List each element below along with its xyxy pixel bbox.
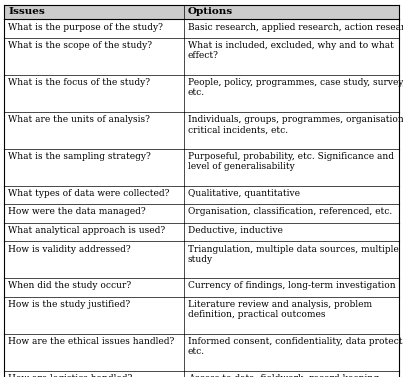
Bar <box>4 241 399 278</box>
Text: What types of data were collected?: What types of data were collected? <box>8 189 169 198</box>
Text: Currency of findings, long-term investigation: Currency of findings, long-term investig… <box>188 282 395 291</box>
Bar <box>4 5 184 19</box>
Text: How is validity addressed?: How is validity addressed? <box>8 245 131 253</box>
Bar <box>184 5 399 19</box>
Bar <box>4 37 399 75</box>
Text: Organisation, classification, referenced, etc.: Organisation, classification, referenced… <box>188 207 392 216</box>
Bar <box>4 334 399 371</box>
Bar <box>4 204 399 222</box>
Text: Options: Options <box>188 8 233 17</box>
Text: Literature review and analysis, problem
definition, practical outcomes: Literature review and analysis, problem … <box>188 300 372 319</box>
Text: Purposeful, probability, etc. Significance and
level of generalisability: Purposeful, probability, etc. Significan… <box>188 152 394 172</box>
Text: How is the study justified?: How is the study justified? <box>8 300 130 309</box>
Text: How were the data managed?: How were the data managed? <box>8 207 145 216</box>
Text: When did the study occur?: When did the study occur? <box>8 282 131 291</box>
Bar <box>4 19 399 37</box>
Bar <box>4 112 399 149</box>
Bar <box>4 185 399 204</box>
Text: What is the scope of the study?: What is the scope of the study? <box>8 41 152 50</box>
Text: What analytical approach is used?: What analytical approach is used? <box>8 226 165 235</box>
Bar <box>4 371 399 377</box>
Text: What is the focus of the study?: What is the focus of the study? <box>8 78 150 87</box>
Text: Individuals, groups, programmes, organisations,
critical incidents, etc.: Individuals, groups, programmes, organis… <box>188 115 403 134</box>
Text: What is the purpose of the study?: What is the purpose of the study? <box>8 23 163 32</box>
Text: Qualitative, quantitative: Qualitative, quantitative <box>188 189 300 198</box>
Bar <box>4 296 399 334</box>
Text: Access to data, fieldwork, record-keeping: Access to data, fieldwork, record-keepin… <box>188 374 379 377</box>
Bar <box>4 75 399 112</box>
Text: What are the units of analysis?: What are the units of analysis? <box>8 115 150 124</box>
Text: People, policy, programmes, case study, survey,
etc.: People, policy, programmes, case study, … <box>188 78 403 97</box>
Text: How are logistics handled?: How are logistics handled? <box>8 374 132 377</box>
Bar <box>4 278 399 296</box>
Text: How are the ethical issues handled?: How are the ethical issues handled? <box>8 337 174 346</box>
Bar <box>4 149 399 185</box>
Text: Issues: Issues <box>8 8 45 17</box>
Text: What is the sampling strategy?: What is the sampling strategy? <box>8 152 151 161</box>
Text: Triangulation, multiple data sources, multiple
study: Triangulation, multiple data sources, mu… <box>188 245 399 264</box>
Text: Basic research, applied research, action research: Basic research, applied research, action… <box>188 23 403 32</box>
Text: What is included, excluded, why and to what
effect?: What is included, excluded, why and to w… <box>188 41 394 60</box>
Text: Informed consent, confidentiality, data protection,
etc.: Informed consent, confidentiality, data … <box>188 337 403 356</box>
Bar <box>4 222 399 241</box>
Text: Deductive, inductive: Deductive, inductive <box>188 226 283 235</box>
